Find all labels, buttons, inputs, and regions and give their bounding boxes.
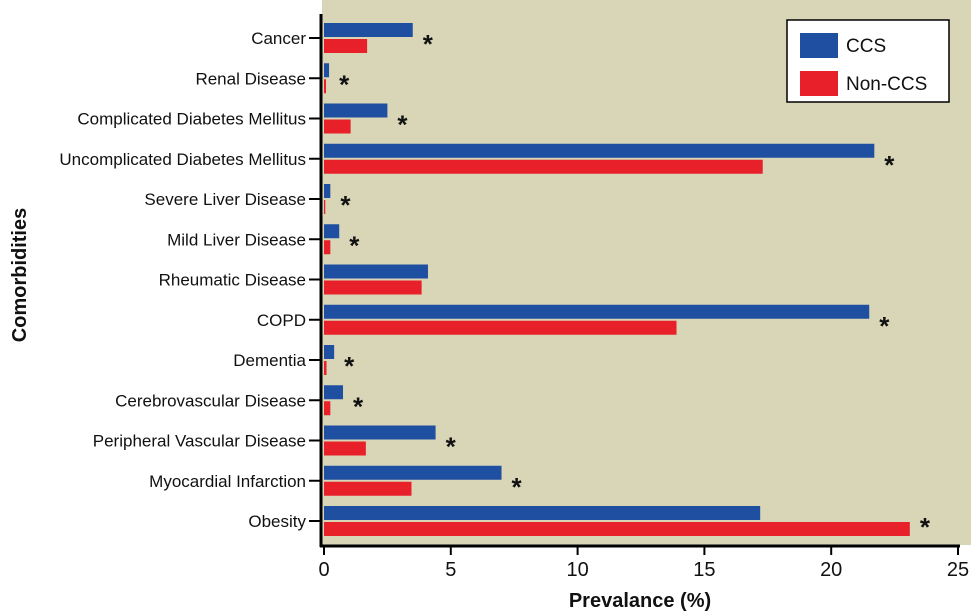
significance-marker-uncomplicated-diabetes-mellitus: *: [884, 150, 895, 180]
bar-ccs-uncomplicated-diabetes-mellitus: [324, 143, 875, 158]
x-tick-label-0: 0: [318, 559, 329, 581]
significance-marker-myocardial-infarction: *: [512, 472, 523, 502]
significance-marker-peripheral-vascular-disease: *: [446, 432, 457, 462]
category-label-obesity: Obesity: [248, 512, 306, 531]
x-tick-label-25: 25: [947, 559, 969, 581]
bar-non-ccs-rheumatic-disease: [324, 280, 422, 295]
category-label-renal-disease: Renal Disease: [195, 69, 306, 88]
x-tick-label-15: 15: [693, 559, 715, 581]
bar-non-ccs-mild-liver-disease: [324, 240, 331, 255]
legend-swatch-non-ccs: [800, 71, 838, 96]
bar-ccs-complicated-diabetes-mellitus: [324, 103, 388, 118]
significance-marker-obesity: *: [920, 512, 931, 542]
category-label-cerebrovascular-disease: Cerebrovascular Disease: [115, 391, 306, 410]
bar-ccs-severe-liver-disease: [324, 184, 331, 198]
bar-ccs-obesity: [324, 506, 761, 520]
category-label-peripheral-vascular-disease: Peripheral Vascular Disease: [93, 432, 306, 451]
significance-marker-cancer: *: [423, 29, 434, 59]
x-tick-label-5: 5: [445, 559, 456, 581]
legend-label-non-ccs: Non-CCS: [846, 74, 927, 95]
x-tick-label-20: 20: [820, 559, 842, 581]
significance-marker-copd: *: [879, 311, 890, 341]
category-label-uncomplicated-diabetes-mellitus: Uncomplicated Diabetes Mellitus: [59, 150, 306, 169]
category-label-rheumatic-disease: Rheumatic Disease: [159, 271, 306, 290]
x-tick-label-10: 10: [566, 559, 588, 581]
bar-non-ccs-peripheral-vascular-disease: [324, 441, 366, 456]
bar-ccs-cerebrovascular-disease: [324, 385, 344, 400]
bar-ccs-mild-liver-disease: [324, 224, 340, 239]
bar-ccs-peripheral-vascular-disease: [324, 425, 436, 440]
significance-marker-renal-disease: *: [339, 69, 350, 99]
category-label-cancer: Cancer: [251, 29, 306, 48]
bar-non-ccs-cerebrovascular-disease: [324, 401, 331, 416]
significance-marker-cerebrovascular-disease: *: [353, 391, 364, 421]
significance-marker-severe-liver-disease: *: [340, 190, 351, 220]
legend-label-ccs: CCS: [846, 36, 886, 57]
significance-marker-mild-liver-disease: *: [349, 230, 360, 260]
x-axis-title: Prevalance (%): [569, 590, 711, 612]
bar-ccs-rheumatic-disease: [324, 264, 428, 279]
category-label-copd: COPD: [257, 311, 306, 330]
bar-non-ccs-dementia: [324, 361, 327, 375]
bar-non-ccs-cancer: [324, 39, 368, 53]
category-label-mild-liver-disease: Mild Liver Disease: [167, 230, 306, 249]
legend-swatch-ccs: [800, 33, 838, 58]
category-label-complicated-diabetes-mellitus: Complicated Diabetes Mellitus: [77, 110, 306, 129]
y-axis-title: Comorbidities: [9, 208, 31, 342]
bar-ccs-copd: [324, 304, 870, 319]
bar-non-ccs-complicated-diabetes-mellitus: [324, 119, 351, 134]
significance-marker-dementia: *: [344, 351, 355, 381]
bar-ccs-renal-disease: [324, 63, 330, 78]
bar-ccs-myocardial-infarction: [324, 465, 502, 480]
significance-marker-complicated-diabetes-mellitus: *: [397, 110, 408, 140]
category-label-dementia: Dementia: [233, 351, 306, 370]
bar-non-ccs-myocardial-infarction: [324, 481, 412, 496]
bar-ccs-dementia: [324, 345, 335, 359]
category-label-severe-liver-disease: Severe Liver Disease: [144, 190, 306, 209]
bar-non-ccs-uncomplicated-diabetes-mellitus: [324, 159, 763, 174]
bar-non-ccs-severe-liver-disease: [324, 200, 326, 214]
bar-non-ccs-copd: [324, 320, 677, 335]
category-label-myocardial-infarction: Myocardial Infarction: [149, 472, 306, 491]
bar-ccs-cancer: [324, 23, 413, 37]
bar-non-ccs-renal-disease: [324, 79, 327, 94]
bar-non-ccs-obesity: [324, 522, 910, 536]
